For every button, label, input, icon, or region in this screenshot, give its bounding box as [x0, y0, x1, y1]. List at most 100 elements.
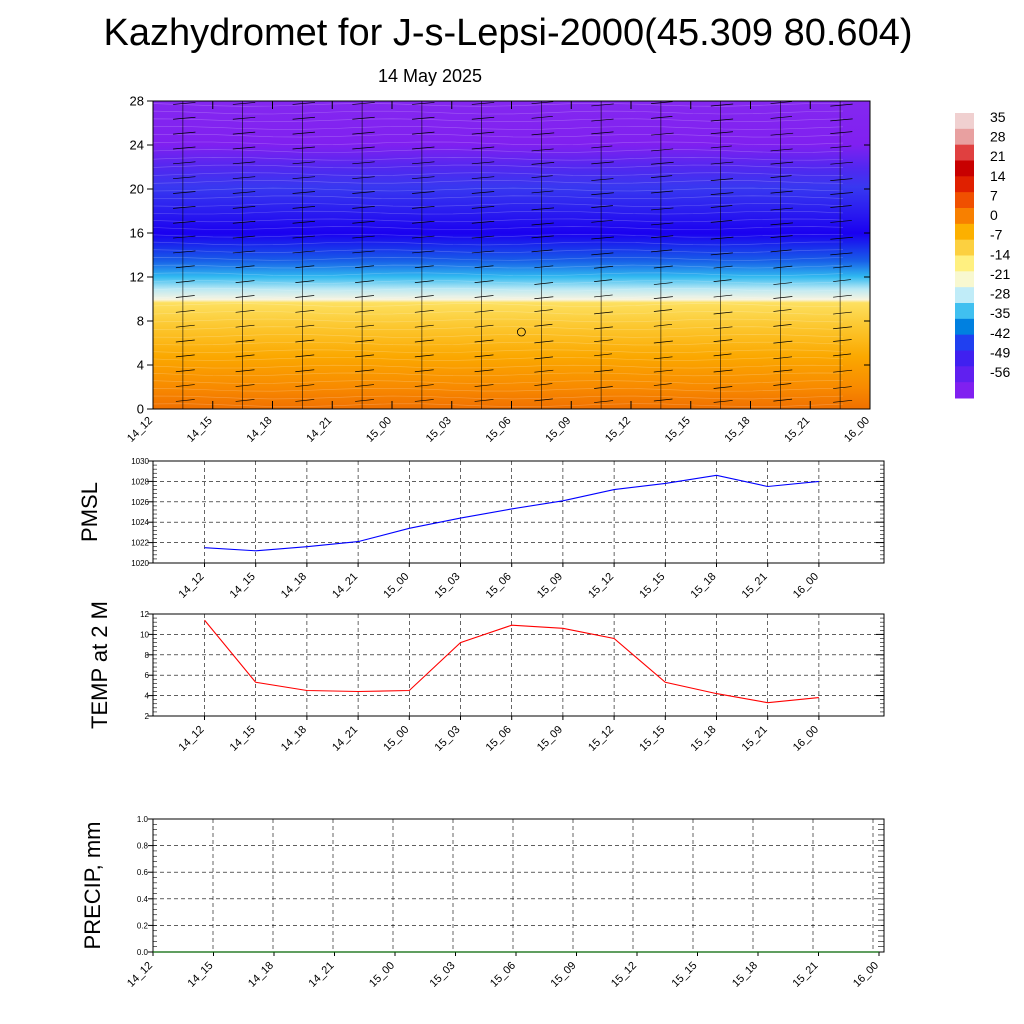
- xtick-label: 14_12: [177, 724, 207, 754]
- wind-barb: [232, 220, 256, 224]
- wind-barb: [355, 354, 375, 358]
- wind-barb: [414, 369, 434, 373]
- chart-date: 14 May 2025: [377, 66, 483, 86]
- wind-barb: [355, 384, 375, 387]
- contour-line: [152, 334, 844, 338]
- wind-barb: [232, 131, 256, 135]
- wind-barb: [471, 206, 495, 209]
- colorbar-label: -14: [990, 246, 1010, 262]
- xtick-label: 15_18: [689, 571, 719, 601]
- contour-line: [152, 126, 844, 130]
- contour-line: [152, 318, 844, 323]
- wind-barb: [292, 146, 315, 150]
- wind-barb: [651, 175, 673, 179]
- wind-barb: [830, 205, 852, 208]
- wind-barb: [591, 205, 613, 208]
- wind-barb: [531, 148, 554, 152]
- wind-barb: [653, 356, 673, 360]
- wind-barb: [713, 279, 732, 282]
- wind-barb: [471, 116, 495, 120]
- wind-barb: [173, 235, 196, 239]
- xtick-label: 14_15: [228, 724, 258, 754]
- wind-barb: [651, 207, 674, 211]
- wind-barb: [651, 132, 674, 136]
- wind-barb: [770, 132, 794, 136]
- heatmap-ytick-label: 0: [137, 402, 144, 417]
- wind-barb: [173, 191, 196, 194]
- wind-barb: [833, 399, 853, 403]
- colorbar-label: -35: [990, 305, 1010, 321]
- wind-barb: [352, 235, 375, 239]
- wind-barb: [292, 102, 315, 105]
- wind-barb: [352, 131, 375, 135]
- wind-barb: [531, 132, 555, 136]
- wind-barb: [534, 369, 554, 373]
- xtick-label: 14_15: [228, 571, 258, 601]
- xtick-label: 15_15: [637, 724, 667, 754]
- wind-barb: [355, 280, 375, 283]
- wind-barb: [594, 279, 613, 282]
- contour-line: [152, 172, 844, 176]
- wind-barb: [710, 236, 734, 240]
- contour-line: [152, 195, 844, 200]
- wind-barb: [355, 265, 375, 269]
- xtick-label: 16_00: [851, 960, 881, 990]
- wind-barb: [770, 148, 793, 152]
- wind-barb: [352, 176, 375, 180]
- wind-barb: [355, 399, 375, 402]
- wind-barb: [471, 191, 495, 194]
- wind-barb: [531, 235, 554, 239]
- wind-barb: [173, 102, 196, 105]
- wind-barb: [594, 386, 613, 389]
- colorbar-label: 0: [990, 207, 998, 223]
- contour-line: [152, 287, 844, 292]
- wind-barb: [710, 103, 734, 107]
- wind-barb: [232, 116, 256, 120]
- wind-barb: [830, 145, 852, 149]
- wind-barb: [471, 161, 495, 165]
- colorbar-label: 7: [990, 188, 998, 204]
- wind-barb: [833, 279, 851, 282]
- heatmap-xtick-label: 14_12: [125, 415, 155, 445]
- wind-barb: [830, 118, 853, 122]
- wind-barb: [773, 265, 793, 269]
- wind-barb: [355, 369, 375, 373]
- wind-barb: [531, 222, 554, 226]
- wind-barb: [713, 311, 733, 315]
- wind-barb: [713, 326, 733, 330]
- wind-barb: [534, 323, 553, 327]
- wind-barb: [713, 265, 733, 269]
- wind-barb: [770, 222, 793, 226]
- wind-barb: [474, 399, 494, 402]
- xtick-label: 15_21: [740, 724, 770, 754]
- xtick-label: 15_21: [791, 960, 821, 990]
- heatmap-ytick-label: 12: [130, 270, 144, 285]
- wind-barb: [295, 354, 315, 358]
- colorbar-swatch: [955, 113, 974, 130]
- calm-circle: [516, 327, 526, 337]
- wind-barb: [591, 252, 614, 256]
- wind-barb: [232, 191, 256, 194]
- wind-barb: [591, 192, 614, 196]
- xtick-label: 15_12: [609, 960, 639, 990]
- heatmap-ytick-label: 24: [130, 138, 144, 153]
- wind-barb: [173, 176, 196, 180]
- contour-line: [152, 341, 844, 346]
- wind-barb: [594, 400, 614, 403]
- wind-barb: [414, 354, 434, 358]
- wind-barb: [173, 220, 196, 224]
- temp-panel: 2 4 6 8 10 12 14_12 14_15 14_18 14_21 15_00 15_03 15…: [87, 601, 885, 754]
- wind-barb: [534, 356, 554, 360]
- wind-barb: [175, 354, 195, 358]
- wind-barb: [355, 309, 375, 313]
- heatmap-ytick-label: 16: [130, 226, 144, 241]
- wind-barb: [474, 369, 494, 373]
- wind-barb: [833, 265, 853, 269]
- wind-barb: [235, 280, 255, 283]
- wind-barb: [591, 131, 614, 135]
- wind-barb: [653, 383, 672, 386]
- xtick-label: 14_18: [246, 960, 276, 990]
- ytick-label: 0.8: [137, 842, 149, 851]
- wind-barb: [414, 384, 434, 387]
- wind-barb: [292, 206, 315, 209]
